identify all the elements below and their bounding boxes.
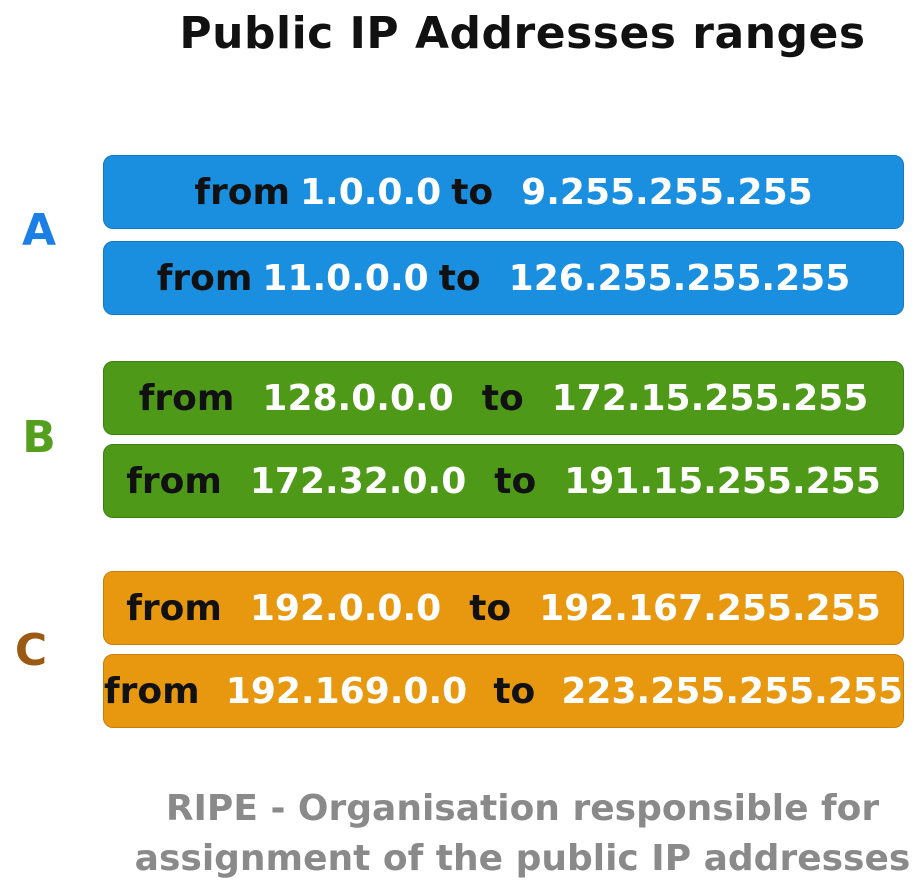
class-a-range-1: from 1.0.0.0 to 9.255.255.255 (103, 155, 904, 229)
range-end-ip: 172.15.255.255 (551, 377, 869, 419)
from-label: from (126, 587, 222, 629)
to-label: to (481, 377, 524, 419)
class-b-label: B (22, 412, 56, 463)
footer-line-1: RIPE - Organisation responsible for (165, 788, 880, 829)
from-label: from (104, 670, 200, 712)
class-b-range-2: from 172.32.0.0 to 191.15.255.255 (103, 444, 904, 518)
footer-line-2: assignment of the public IP addresses (134, 838, 911, 879)
to-label: to (493, 670, 536, 712)
from-label: from (156, 257, 253, 299)
range-start-ip: 1.0.0.0 (299, 171, 442, 213)
range-start-ip: 128.0.0.0 (262, 377, 454, 419)
class-a-range-2: from 11.0.0.0 to 126.255.255.255 (103, 241, 904, 315)
range-end-ip: 126.255.255.255 (508, 257, 851, 299)
class-a-label: A (21, 205, 57, 256)
range-start-ip: 192.169.0.0 (225, 670, 468, 712)
from-label: from (126, 460, 222, 502)
range-end-ip: 191.15.255.255 (564, 460, 881, 502)
range-start-ip: 11.0.0.0 (262, 257, 429, 299)
range-end-ip: 223.255.255.255 (561, 670, 903, 712)
class-c-label: C (14, 625, 48, 676)
page-title: Public IP Addresses ranges (179, 8, 866, 59)
footer-note: RIPE - Organisation responsible for assi… (0, 784, 923, 884)
class-c-range-2: from 192.169.0.0 to 223.255.255.255 (103, 654, 904, 728)
range-start-ip: 172.32.0.0 (249, 460, 467, 502)
range-end-ip: 192.167.255.255 (539, 587, 881, 629)
class-c-range-1: from 192.0.0.0 to 192.167.255.255 (103, 571, 904, 645)
from-label: from (194, 171, 290, 213)
from-label: from (138, 377, 235, 419)
to-label: to (469, 587, 512, 629)
to-label: to (438, 257, 481, 299)
to-label: to (494, 460, 537, 502)
class-b-range-1: from 128.0.0.0 to 172.15.255.255 (103, 361, 904, 435)
range-start-ip: 192.0.0.0 (249, 587, 442, 629)
to-label: to (451, 171, 494, 213)
range-end-ip: 9.255.255.255 (521, 171, 813, 213)
